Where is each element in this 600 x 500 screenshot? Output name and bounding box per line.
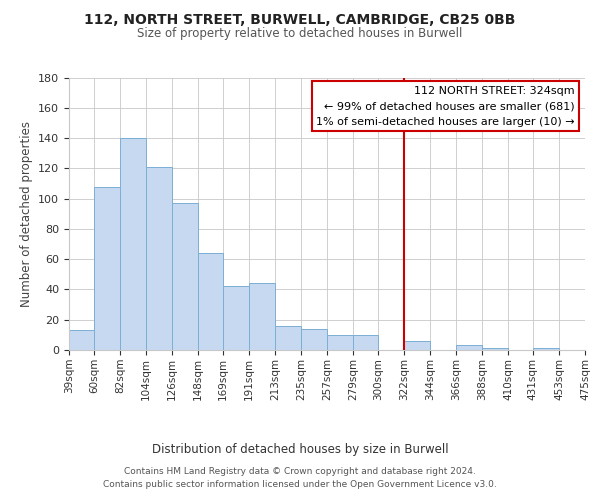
Bar bbox=[249, 284, 275, 350]
Bar bbox=[146, 167, 172, 350]
Text: Contains HM Land Registry data © Crown copyright and database right 2024.
Contai: Contains HM Land Registry data © Crown c… bbox=[103, 468, 497, 489]
Text: 112, NORTH STREET, BURWELL, CAMBRIDGE, CB25 0BB: 112, NORTH STREET, BURWELL, CAMBRIDGE, C… bbox=[85, 12, 515, 26]
Bar bbox=[223, 286, 249, 350]
Bar bbox=[482, 348, 508, 350]
Bar bbox=[301, 329, 327, 350]
Text: Size of property relative to detached houses in Burwell: Size of property relative to detached ho… bbox=[137, 28, 463, 40]
Bar bbox=[69, 330, 94, 350]
Text: Distribution of detached houses by size in Burwell: Distribution of detached houses by size … bbox=[152, 442, 448, 456]
Bar bbox=[533, 348, 559, 350]
Bar bbox=[172, 203, 198, 350]
Text: 112 NORTH STREET: 324sqm
← 99% of detached houses are smaller (681)
1% of semi-d: 112 NORTH STREET: 324sqm ← 99% of detach… bbox=[316, 86, 575, 127]
Bar bbox=[120, 138, 146, 350]
Y-axis label: Number of detached properties: Number of detached properties bbox=[20, 120, 32, 306]
Bar bbox=[198, 253, 223, 350]
Bar bbox=[327, 335, 353, 350]
Bar bbox=[456, 346, 482, 350]
Bar bbox=[275, 326, 301, 350]
Bar bbox=[353, 335, 378, 350]
Bar bbox=[404, 341, 430, 350]
Bar bbox=[94, 186, 120, 350]
